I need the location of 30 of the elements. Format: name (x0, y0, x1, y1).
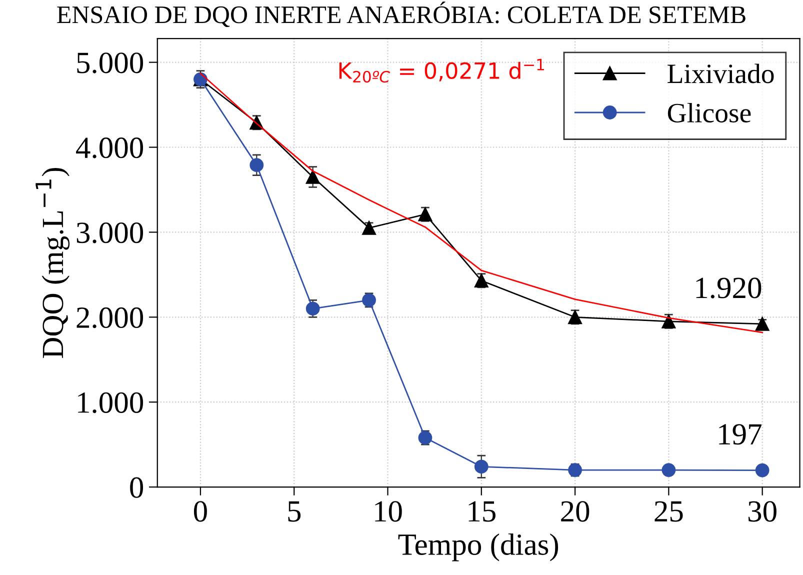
annotation: 197 (719, 424, 762, 445)
x-tick-label: 5 (288, 501, 301, 522)
y-tick-label: 2.000 (76, 307, 144, 328)
point (250, 158, 264, 172)
y-axis-title: DQO (mg.L$^{−1}$) (36, 168, 70, 358)
point (306, 302, 320, 316)
y-tick-label: 3.000 (76, 222, 144, 244)
point (755, 316, 770, 331)
annotation: 1.920 (696, 278, 762, 298)
y-tick-label: 4.000 (76, 138, 144, 158)
point (362, 221, 376, 235)
point (755, 463, 770, 478)
chart-title: ENSAIO DE DQO INERTE ANAERÓBIA: COLETA DE SETEMB (57, 2, 746, 28)
x-axis-title: Tempo (dias) (398, 533, 558, 562)
x-tick-label: 10 (375, 501, 402, 522)
point (662, 463, 676, 477)
y-tick-label: 5.000 (77, 52, 144, 74)
x-tick-label: 15 (468, 501, 496, 522)
legend-label: Glicose (668, 102, 751, 122)
x-tick-label: 30 (748, 501, 776, 522)
legend-label: Lixiviado (668, 64, 774, 84)
point (306, 170, 320, 184)
x-tick-label: 0 (194, 501, 207, 522)
y-tick-label: 1.000 (78, 392, 144, 414)
point (474, 274, 488, 288)
annotation: K$_{20ºC}$ = 0,0271 d$^{−1}$ (339, 58, 544, 83)
y-tick-label: 0 (130, 477, 144, 498)
point (474, 460, 488, 474)
x-tick-label: 20 (561, 501, 590, 522)
x-tick-label: 25 (654, 501, 683, 522)
